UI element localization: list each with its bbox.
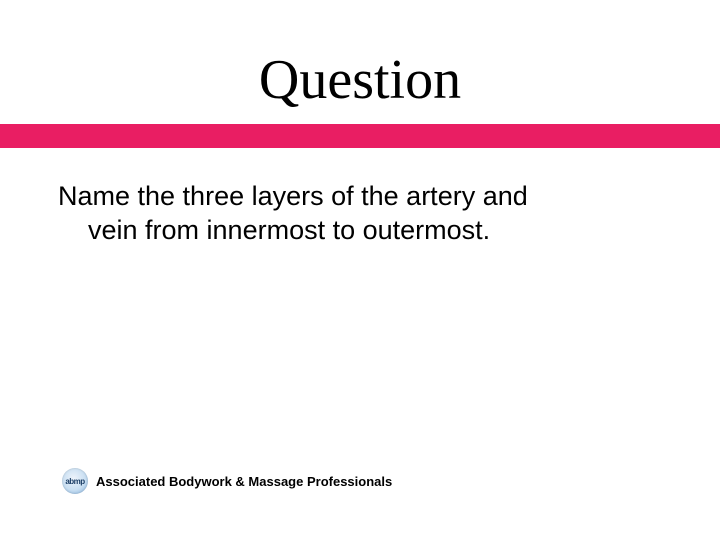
title-divider-bar — [0, 124, 720, 148]
footer-org-text: Associated Bodywork & Massage Profession… — [96, 474, 392, 489]
slide-container: Question Name the three layers of the ar… — [0, 0, 720, 540]
question-body: Name the three layers of the artery and … — [58, 180, 662, 248]
abmp-logo-icon: abmp — [62, 468, 88, 494]
question-line-2: vein from innermost to outermost. — [58, 214, 662, 248]
slide-title: Question — [0, 48, 720, 112]
question-line-1: Name the three layers of the artery and — [58, 181, 528, 211]
footer: abmp Associated Bodywork & Massage Profe… — [62, 468, 392, 494]
